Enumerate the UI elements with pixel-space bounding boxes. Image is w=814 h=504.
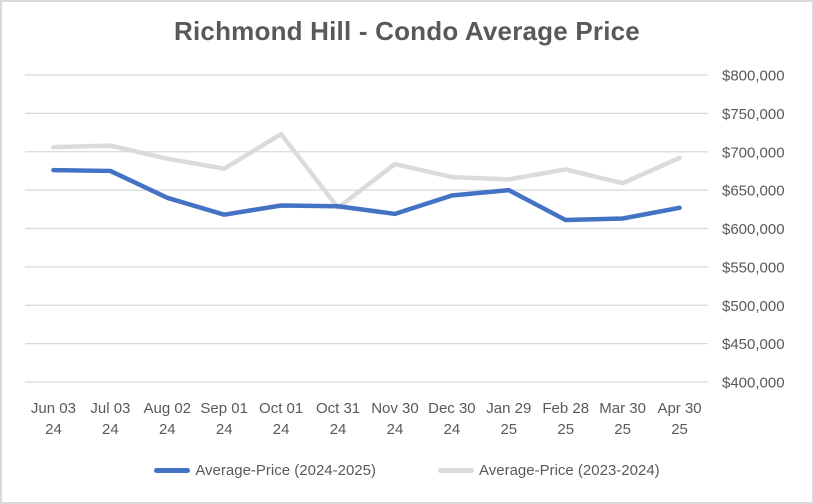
- y-axis-tick-label: $700,000: [722, 144, 785, 161]
- x-axis-tick-label: Dec 30: [428, 400, 476, 417]
- series-line-average-price-2023-2024: [51, 131, 682, 211]
- x-axis-tick-label: Apr 30: [657, 400, 701, 417]
- x-axis-tick-label-year: 24: [216, 421, 233, 438]
- x-axis-tick-label-year: 25: [557, 421, 574, 438]
- x-axis-tick-label: Sep 01: [200, 400, 248, 417]
- legend: Average-Price (2024-2025) Average-Price …: [2, 462, 812, 479]
- x-axis-tick-label-year: 25: [671, 421, 688, 438]
- legend-item-average-price-2024-2025: Average-Price (2024-2025): [154, 462, 376, 479]
- x-axis-tick-label: Mar 30: [599, 400, 646, 417]
- y-axis-tick-label: $450,000: [722, 336, 785, 353]
- x-axis-tick-label: Jan 29: [486, 400, 531, 417]
- legend-item-average-price-2023-2024: Average-Price (2023-2024): [438, 462, 660, 479]
- x-axis-tick-label-year: 25: [500, 421, 517, 438]
- legend-label-average-price-2023-2024: Average-Price (2023-2024): [479, 462, 660, 479]
- legend-swatch-line-icon: [438, 468, 474, 473]
- series-line-average-price-2024-2025: [51, 167, 682, 223]
- y-axis-tick-label: $400,000: [722, 375, 785, 392]
- y-axis-tick-label: $750,000: [722, 106, 785, 123]
- x-axis-tick-label: Aug 02: [144, 400, 192, 417]
- y-axis-tick-label: $550,000: [722, 259, 785, 276]
- x-axis-tick-label-year: 24: [45, 421, 62, 438]
- x-axis-tick-label-year: 24: [273, 421, 290, 438]
- x-axis-tick-label: Oct 01: [259, 400, 303, 417]
- y-axis-tick-label: $600,000: [722, 221, 785, 238]
- x-axis-tick-label-year: 24: [330, 421, 347, 438]
- y-axis-tick-label: $800,000: [722, 68, 785, 85]
- x-axis-tick-label-year: 24: [159, 421, 176, 438]
- x-axis-tick-label-year: 24: [387, 421, 404, 438]
- y-axis-tick-label: $650,000: [722, 183, 785, 200]
- x-axis-tick-label: Feb 28: [542, 400, 589, 417]
- legend-label-average-price-2024-2025: Average-Price (2024-2025): [195, 462, 376, 479]
- y-axis-tick-label: $500,000: [722, 298, 785, 315]
- x-axis-tick-label: Oct 31: [316, 400, 360, 417]
- x-axis-tick-label-year: 24: [444, 421, 461, 438]
- x-axis-tick-label: Jul 03: [90, 400, 130, 417]
- legend-swatch-line-icon: [154, 468, 191, 473]
- x-axis-tick-label: Nov 30: [371, 400, 419, 417]
- x-axis-tick-label-year: 24: [102, 421, 119, 438]
- chart-title: Richmond Hill - Condo Average Price: [174, 16, 640, 46]
- x-axis-tick-label-year: 25: [614, 421, 631, 438]
- x-axis-tick-label: Jun 03: [31, 400, 76, 417]
